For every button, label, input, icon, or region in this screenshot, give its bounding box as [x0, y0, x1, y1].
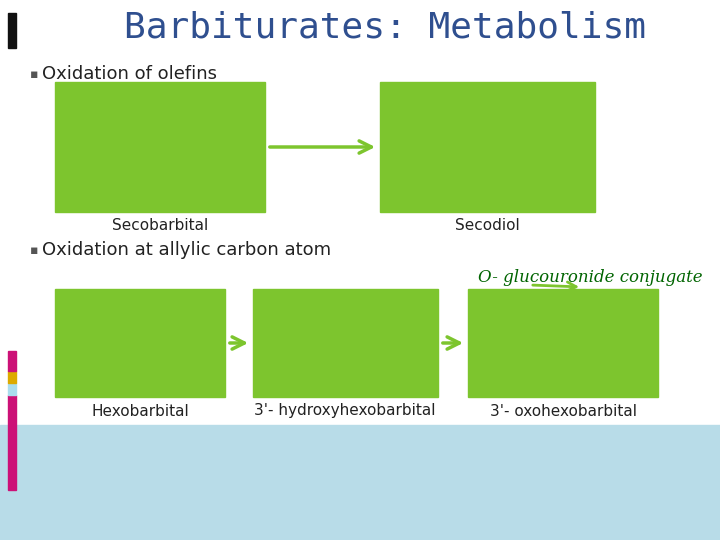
Bar: [8, 351, 16, 371]
Bar: [468, 289, 658, 397]
Text: Oxidation of olefins: Oxidation of olefins: [42, 65, 217, 83]
Bar: [253, 289, 438, 397]
Text: 3'- oxohexobarbital: 3'- oxohexobarbital: [490, 403, 636, 418]
Bar: [380, 82, 595, 212]
Bar: [8, 13, 16, 48]
Text: ▪: ▪: [30, 68, 38, 80]
Text: Secobarbital: Secobarbital: [112, 219, 208, 233]
Bar: [8, 395, 16, 490]
Text: Secodiol: Secodiol: [454, 219, 519, 233]
Bar: [8, 383, 16, 395]
Bar: [55, 289, 225, 397]
Bar: [55, 82, 265, 212]
Text: O- glucouronide conjugate: O- glucouronide conjugate: [478, 268, 703, 286]
Text: 3'- hydroxyhexobarbital: 3'- hydroxyhexobarbital: [254, 403, 436, 418]
Text: ▪: ▪: [30, 244, 38, 256]
Text: Hexobarbital: Hexobarbital: [91, 403, 189, 418]
Text: Barbiturates: Metabolism: Barbiturates: Metabolism: [124, 10, 646, 44]
Bar: [0, 425, 720, 540]
Text: Oxidation at allylic carbon atom: Oxidation at allylic carbon atom: [42, 241, 331, 259]
Bar: [8, 371, 16, 383]
